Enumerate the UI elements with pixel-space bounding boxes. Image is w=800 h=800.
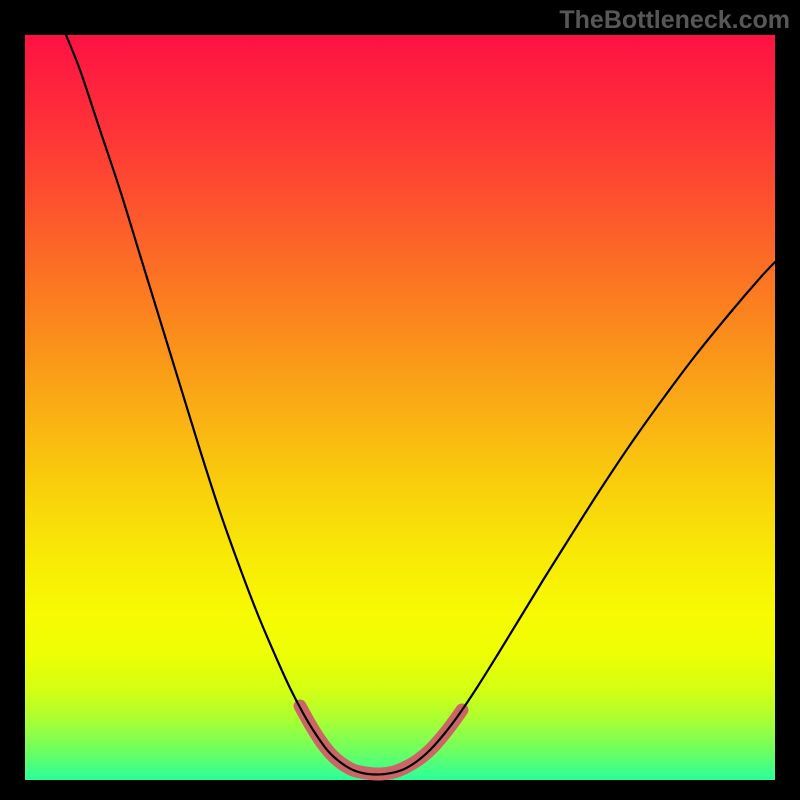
plot-background <box>25 35 775 780</box>
bottleneck-chart <box>0 0 800 800</box>
watermark-label: TheBottleneck.com <box>559 6 790 35</box>
chart-container: TheBottleneck.com <box>0 0 800 800</box>
